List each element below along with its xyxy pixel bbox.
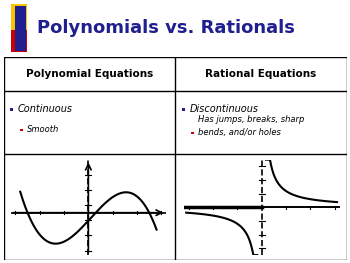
Bar [20, 129, 23, 131]
Bar [15, 6, 26, 51]
Text: Smooth: Smooth [27, 125, 59, 134]
Text: Discontinuous: Discontinuous [189, 104, 258, 114]
Text: Rational Equations: Rational Equations [205, 69, 316, 79]
Text: Polynomial Equations: Polynomial Equations [26, 69, 153, 79]
Bar [191, 132, 194, 134]
Bar [182, 108, 185, 110]
Bar [10, 4, 27, 32]
Text: Has jumps, breaks, sharp
bends, and/or holes: Has jumps, breaks, sharp bends, and/or h… [198, 115, 305, 136]
Bar [10, 108, 14, 110]
Bar [10, 30, 27, 52]
Text: Continuous: Continuous [18, 104, 73, 114]
Text: Polynomials vs. Rationals: Polynomials vs. Rationals [37, 19, 295, 37]
